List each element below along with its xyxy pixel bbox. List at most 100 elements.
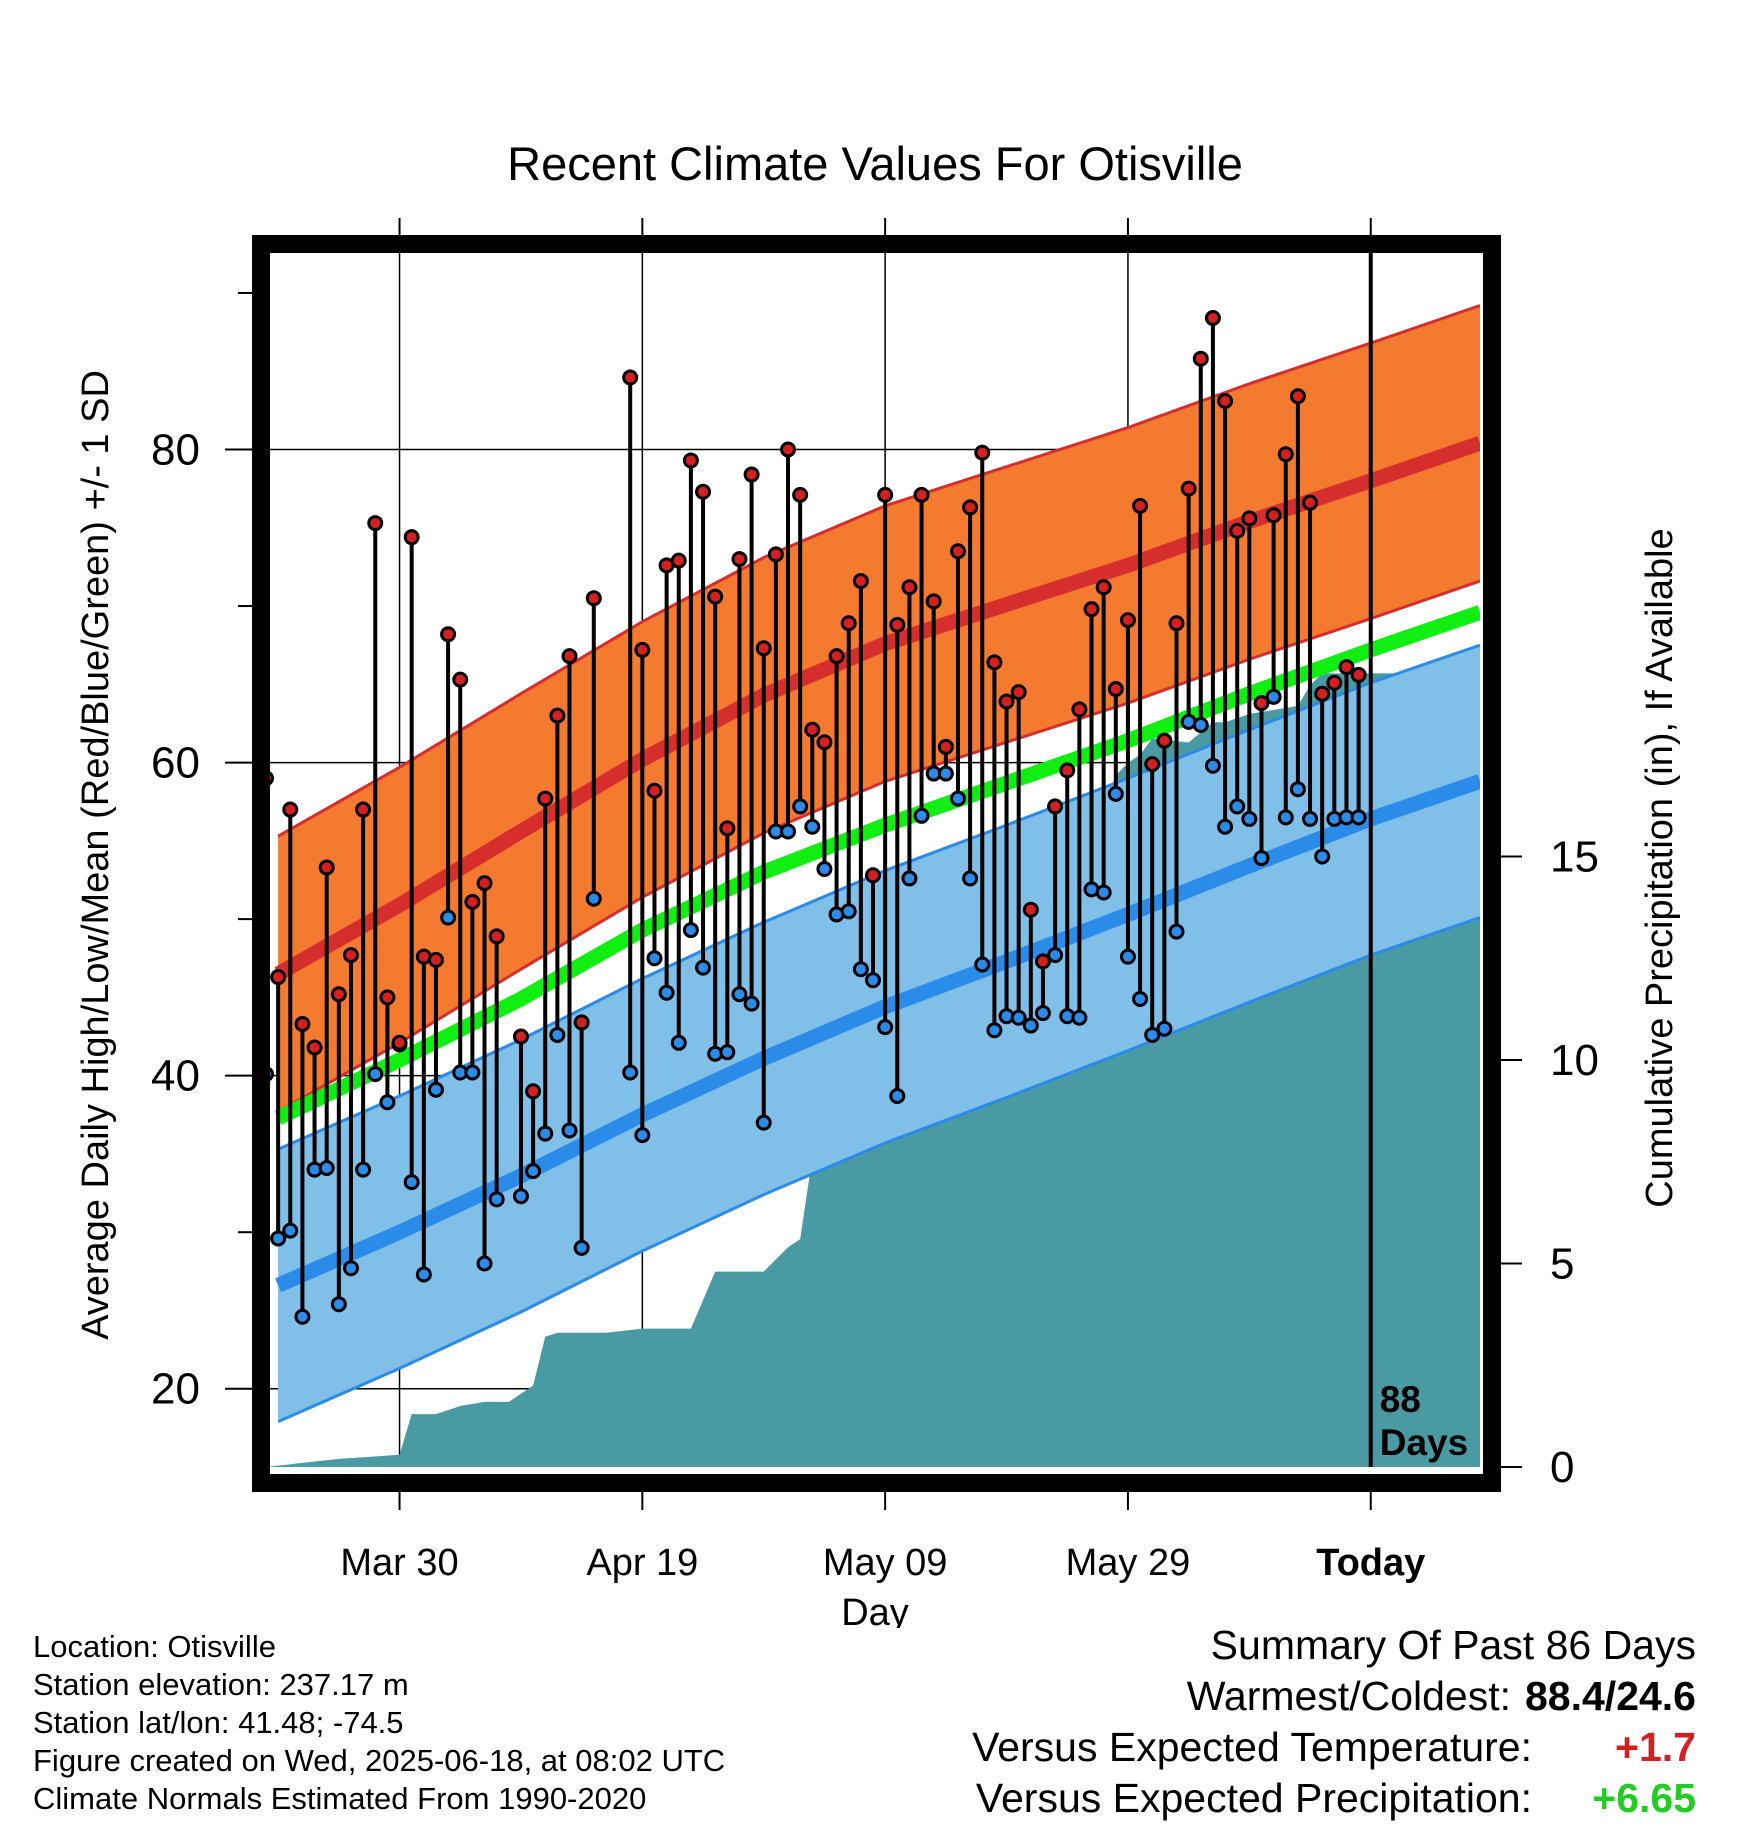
daily-low-point: [743, 995, 760, 1012]
daily-low-point: [270, 1230, 287, 1247]
daily-high-point: [585, 590, 602, 607]
summary-panel: Summary Of Past 86 Days Warmest/Coldest:…: [972, 1620, 1696, 1824]
y-axis-label-right: Cumulative Precipitation (in), If Availa…: [1639, 528, 1681, 1207]
daily-low-point: [1192, 717, 1209, 734]
daily-high-point: [452, 671, 469, 688]
y-tick-label-right: 5: [1550, 1240, 1574, 1289]
daily-high-point: [1350, 666, 1367, 683]
daily-low-point: [755, 1114, 772, 1131]
created-text: Figure created on Wed, 2025-06-18, at 08…: [33, 1743, 726, 1778]
daily-high-point: [840, 615, 857, 632]
daily-low-point: [1119, 948, 1136, 965]
precip-value: +6.65: [1592, 1775, 1696, 1821]
daily-low-point: [585, 890, 602, 907]
warm-cold-value: 88.4/24.6: [1525, 1673, 1696, 1719]
daily-high-point: [780, 441, 797, 458]
daily-high-point: [318, 859, 335, 876]
daily-high-point: [1156, 732, 1173, 749]
axes-layer: Mar 30 Apr 19 May 09 May 29 Today 20 40 60 80 0 5 1…: [151, 218, 1599, 1584]
daily-low-point: [1241, 810, 1258, 827]
daily-high-point: [512, 1028, 529, 1045]
x-tick-label: Today: [1316, 1542, 1425, 1584]
x-tick-label: Apr 19: [586, 1542, 698, 1584]
low-sd-band: [278, 645, 1480, 1422]
daily-high-point: [646, 782, 663, 799]
daily-low-point: [877, 1019, 894, 1036]
daily-low-point: [852, 961, 869, 978]
daily-low-point: [561, 1122, 578, 1139]
daily-low-point: [816, 861, 833, 878]
daily-high-point: [330, 986, 347, 1003]
daily-high-point: [391, 1034, 408, 1051]
daily-high-point: [743, 466, 760, 483]
normals-text: Climate Normals Estimated From 1990-2020: [33, 1781, 647, 1816]
daily-high-point: [1204, 310, 1221, 327]
daily-low-point: [476, 1255, 493, 1272]
daily-high-point: [1338, 659, 1355, 676]
daily-low-point: [549, 1026, 566, 1043]
daily-high-point: [1034, 953, 1051, 970]
daily-low-point: [403, 1174, 420, 1191]
daily-low-point: [804, 818, 821, 835]
daily-low-point: [427, 1081, 444, 1098]
daily-high-point: [1071, 701, 1088, 718]
daily-low-point: [889, 1088, 906, 1105]
daily-high-point: [549, 707, 566, 724]
daily-high-point: [1022, 901, 1039, 918]
x-tick-label: May 29: [1066, 1542, 1191, 1584]
daily-high-point: [1107, 681, 1124, 698]
daily-high-point: [1095, 579, 1112, 596]
daily-low-point: [1168, 923, 1185, 940]
y-tick-label-left: 40: [151, 1052, 200, 1101]
daily-low-point: [949, 790, 966, 807]
daily-high-point: [925, 593, 942, 610]
daily-high-point: [816, 734, 833, 751]
daily-high-point: [622, 369, 639, 386]
daily-low-point: [1071, 1009, 1088, 1026]
daily-high-point: [1047, 798, 1064, 815]
daily-high-point: [1059, 762, 1076, 779]
daily-high-point: [1144, 756, 1161, 773]
daily-low-point: [646, 950, 663, 967]
daily-high-point: [731, 551, 748, 568]
y-tick-label-left: 80: [151, 426, 200, 475]
daily-low-point: [719, 1044, 736, 1061]
daily-low-point: [1144, 1026, 1161, 1043]
daily-low-point: [622, 1064, 639, 1081]
daily-low-point: [573, 1239, 590, 1256]
daily-high-point: [427, 951, 444, 968]
daily-low-point: [1289, 781, 1306, 798]
daily-high-point: [949, 543, 966, 560]
summary-heading: Summary Of Past 86 Days: [1210, 1622, 1696, 1668]
daily-low-point: [1277, 809, 1294, 826]
y-tick-label-right: 0: [1550, 1443, 1574, 1492]
daily-high-point: [476, 875, 493, 892]
daily-low-point: [1265, 688, 1282, 705]
daily-low-point: [488, 1191, 505, 1208]
daily-high-point: [1314, 685, 1331, 702]
daily-high-point: [877, 486, 894, 503]
daily-high-point: [974, 444, 991, 461]
daily-high-point: [1180, 480, 1197, 497]
daily-low-point: [1350, 809, 1367, 826]
daily-low-point: [440, 909, 457, 926]
daily-high-point: [986, 654, 1003, 671]
daily-low-point: [658, 984, 675, 1001]
daily-high-point: [889, 616, 906, 633]
daily-high-point: [342, 947, 359, 964]
daily-high-point: [1119, 612, 1136, 629]
daily-low-point: [1302, 810, 1319, 827]
daily-low-point: [355, 1161, 372, 1178]
daily-low-point: [913, 807, 930, 824]
daily-low-point: [1229, 798, 1246, 815]
y-tick-label-left: 20: [151, 1365, 200, 1414]
daily-high-point: [1083, 601, 1100, 618]
daily-high-point: [962, 499, 979, 516]
daily-high-point: [804, 721, 821, 738]
daily-high-point: [682, 452, 699, 469]
daily-high-point: [525, 1083, 542, 1100]
daily-high-point: [464, 893, 481, 910]
daily-high-point: [1217, 392, 1234, 409]
daily-high-point: [379, 989, 396, 1006]
